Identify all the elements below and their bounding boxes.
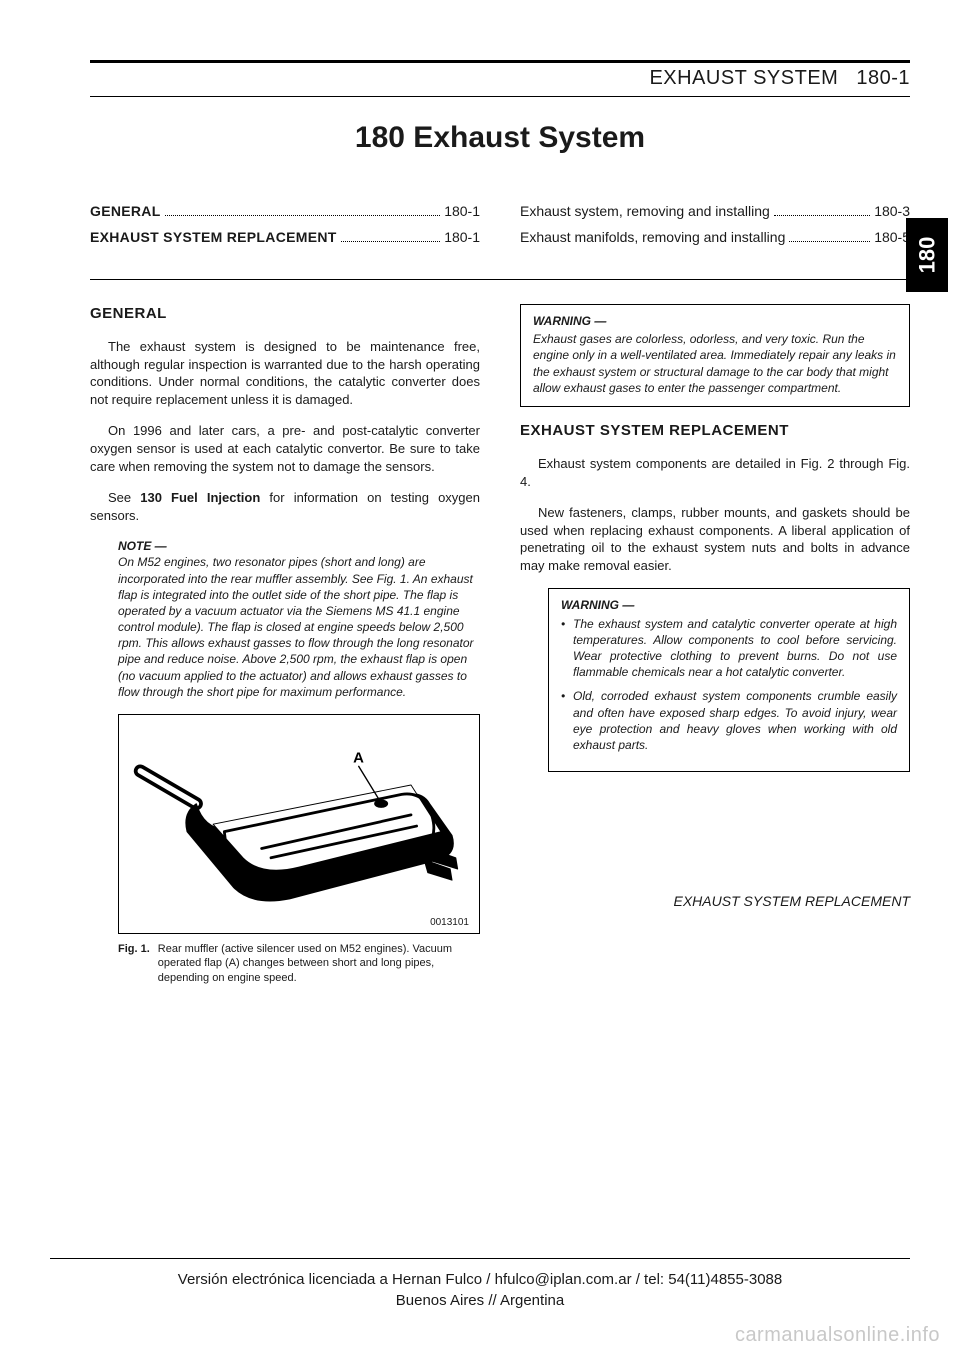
running-header: EXHAUST SYSTEM 180-1 (90, 67, 910, 97)
figure-caption-label: Fig. 1. (118, 942, 150, 985)
toc-row: Exhaust manifolds, removing and installi… (520, 229, 910, 245)
warning-list: The exhaust system and catalytic convert… (561, 616, 897, 754)
figure-label-a: A (353, 750, 364, 767)
body-paragraph: The exhaust system is designed to be mai… (90, 338, 480, 408)
toc-page: 180-1 (444, 203, 480, 219)
warning-title: WARNING — (561, 597, 897, 613)
muffler-illustration: A (131, 725, 467, 929)
toc-label: Exhaust manifolds, removing and installi… (520, 229, 785, 245)
toc-row: Exhaust system, removing and installing … (520, 203, 910, 219)
toc-page: 180-1 (444, 229, 480, 245)
toc-leader (774, 215, 870, 216)
warning-block: WARNING — The exhaust system and catalyt… (548, 588, 910, 772)
side-tab: 180 (906, 218, 948, 292)
toc-row: GENERAL 180-1 (90, 203, 480, 219)
toc-left-column: GENERAL 180-1 EXHAUST SYSTEM REPLACEMENT… (90, 203, 480, 255)
license-line-2: Buenos Aires // Argentina (50, 1290, 910, 1311)
general-heading: GENERAL (90, 304, 480, 324)
body-paragraph: Exhaust system components are detailed i… (520, 455, 910, 490)
main-columns: GENERAL The exhaust system is designed t… (90, 304, 910, 985)
note-block: NOTE — On M52 engines, two resonator pip… (90, 538, 480, 700)
side-tab-label: 180 (914, 237, 940, 274)
text-run: See (108, 490, 140, 505)
warning-item: Old, corroded exhaust system components … (561, 688, 897, 753)
footer-section-label: EXHAUST SYSTEM REPLACEMENT (520, 892, 910, 911)
body-paragraph: New fasteners, clamps, rubber mounts, an… (520, 504, 910, 574)
figure-id: 0013101 (430, 916, 469, 930)
note-body: On M52 engines, two resonator pipes (sho… (118, 555, 474, 699)
note-title: NOTE — (118, 539, 167, 553)
figure-caption-body: Rear muffler (active silencer used on M5… (158, 942, 480, 985)
table-of-contents: GENERAL 180-1 EXHAUST SYSTEM REPLACEMENT… (90, 203, 910, 280)
text-bold: 130 Fuel Injection (140, 490, 260, 505)
body-paragraph: On 1996 and later cars, a pre- and post-… (90, 422, 480, 475)
figure-1: A 0013101 (118, 714, 480, 934)
right-column: WARNING — Exhaust gases are colorless, o… (520, 304, 910, 985)
toc-right-column: Exhaust system, removing and installing … (520, 203, 910, 255)
license-footer: Versión electrónica licenciada a Hernan … (50, 1258, 910, 1311)
toc-leader (165, 215, 441, 216)
toc-leader (789, 241, 870, 242)
toc-page: 180-5 (874, 229, 910, 245)
toc-label: GENERAL (90, 203, 161, 219)
page: EXHAUST SYSTEM 180-1 180 Exhaust System … (0, 0, 960, 1357)
figure-caption: Fig. 1. Rear muffler (active silencer us… (118, 942, 480, 985)
toc-leader (341, 241, 441, 242)
body-paragraph: See 130 Fuel Injection for information o… (90, 489, 480, 524)
top-rule (90, 60, 910, 63)
watermark: carmanualsonline.info (735, 1324, 940, 1347)
toc-label: EXHAUST SYSTEM REPLACEMENT (90, 229, 337, 245)
chapter-title: 180 Exhaust System (90, 121, 910, 155)
toc-page: 180-3 (874, 203, 910, 219)
toc-row: EXHAUST SYSTEM REPLACEMENT 180-1 (90, 229, 480, 245)
header-section: EXHAUST SYSTEM (649, 67, 838, 90)
warning-item: The exhaust system and catalytic convert… (561, 616, 897, 681)
replacement-heading: EXHAUST SYSTEM REPLACEMENT (520, 421, 910, 441)
warning-body: Exhaust gases are colorless, odorless, a… (533, 332, 896, 395)
warning-title: WARNING — (533, 313, 897, 329)
left-column: GENERAL The exhaust system is designed t… (90, 304, 480, 985)
warning-block: WARNING — Exhaust gases are colorless, o… (520, 304, 910, 407)
toc-label: Exhaust system, removing and installing (520, 203, 770, 219)
license-line-1: Versión electrónica licenciada a Hernan … (50, 1269, 910, 1290)
header-page-no: 180-1 (856, 67, 910, 90)
